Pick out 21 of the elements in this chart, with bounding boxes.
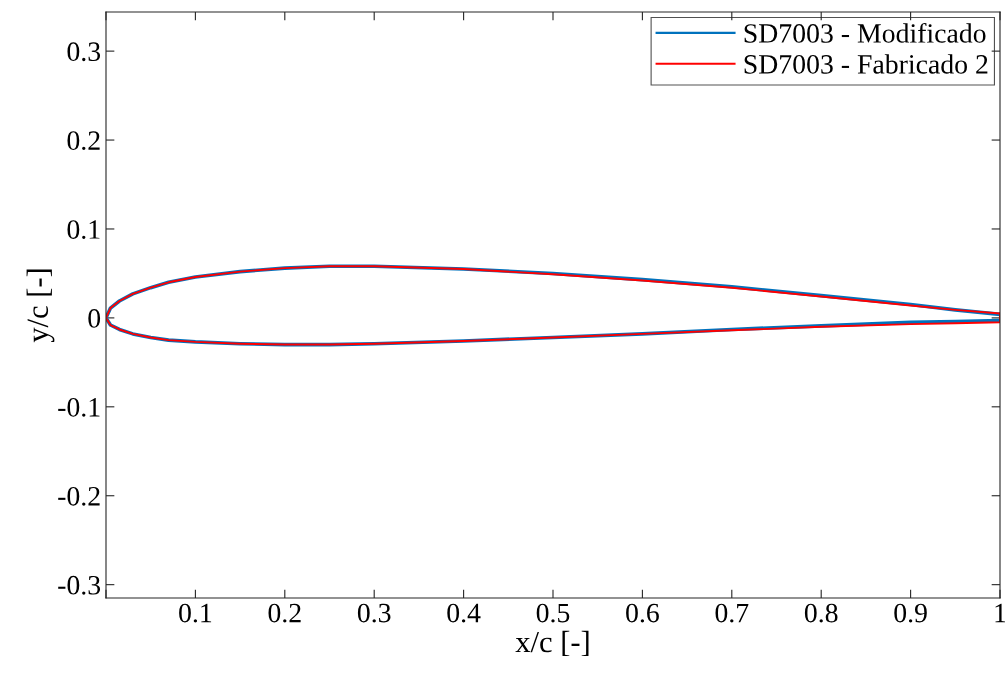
y-tick-label: -0.2 <box>58 486 100 506</box>
y-tick-label: -0.1 <box>58 397 100 417</box>
x-tick-label: 0.4 <box>447 603 481 623</box>
legend-label: SD7003 - Modificado <box>744 23 986 43</box>
y-tick-label: 0.3 <box>67 42 101 62</box>
x-tick-label: 0.8 <box>804 603 838 623</box>
y-tick-label: 0 <box>88 309 101 328</box>
x-tick-label: 0.3 <box>357 603 391 623</box>
legend-label: SD7003 - Fabricado 2 <box>744 54 988 74</box>
x-tick-label: 0.6 <box>626 603 659 623</box>
y-tick-label: 0.2 <box>67 131 100 151</box>
y-axis-title: y/c [-] <box>26 269 55 343</box>
x-tick-label: 1 <box>995 603 1005 623</box>
x-tick-label: 0.1 <box>179 603 212 623</box>
x-axis-title: x/c [-] <box>515 630 589 657</box>
x-tick-label: 0.9 <box>894 603 927 623</box>
x-tick-label: 0.7 <box>715 603 749 623</box>
x-tick-label: 0.2 <box>268 603 301 623</box>
x-tick-label: 0.5 <box>536 603 570 623</box>
y-tick-label: -0.3 <box>58 575 101 595</box>
y-tick-label: 0.1 <box>67 220 100 239</box>
